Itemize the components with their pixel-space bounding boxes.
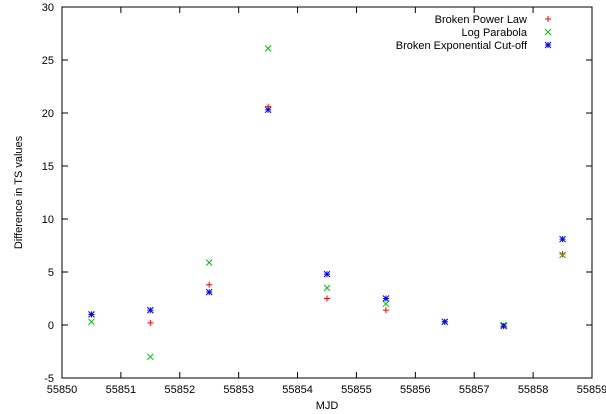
y-axis-label: Difference in TS values (13, 135, 25, 249)
data-point (382, 295, 390, 302)
data-point (206, 281, 213, 288)
data-point (441, 318, 449, 326)
data-point (264, 106, 272, 114)
data-point (146, 353, 154, 361)
legend-marker (544, 41, 552, 49)
y-tick-label: -5 (44, 373, 54, 385)
x-axis-label: MJD (316, 400, 339, 412)
legend-marker (544, 28, 552, 36)
data-point (382, 300, 390, 308)
data-point (88, 311, 95, 318)
x-tick-label: 55856 (400, 384, 431, 396)
y-tick-label: 0 (48, 320, 54, 332)
y-tick-label: 5 (48, 267, 54, 279)
legend-label: Broken Exponential Cut-off (396, 40, 528, 52)
data-points (88, 44, 566, 361)
x-tick-label: 55855 (341, 384, 372, 396)
legend-label: Broken Power Law (435, 14, 527, 26)
y-tick-label: 20 (42, 108, 54, 120)
legend-label: Log Parabola (462, 27, 528, 39)
data-point (88, 318, 95, 326)
data-point (500, 322, 508, 330)
data-point (147, 319, 154, 326)
data-point (323, 270, 331, 278)
data-point (559, 250, 566, 257)
data-point (146, 306, 154, 314)
x-tick-label: 55854 (282, 384, 313, 396)
data-point (324, 295, 330, 302)
data-point (559, 235, 566, 243)
x-tick-label: 55851 (106, 384, 137, 396)
data-point (559, 251, 566, 259)
x-tick-label: 55850 (47, 384, 78, 396)
x-tick-label: 55853 (223, 384, 254, 396)
axis-ticks: 55850 55851 55852 55853 55854 55855 55856 55857… (42, 2, 606, 396)
legend-marker (545, 16, 551, 22)
x-tick-label: 55858 (518, 384, 549, 396)
y-tick-label: 10 (42, 214, 54, 226)
data-point (205, 288, 213, 296)
plot-border (61, 6, 593, 379)
y-tick-label: 30 (42, 2, 54, 14)
x-tick-label: 55859 (577, 384, 606, 396)
data-point (264, 44, 272, 52)
data-point (205, 259, 213, 266)
x-tick-label: 55852 (164, 384, 195, 396)
data-point (382, 307, 389, 314)
x-tick-label: 55857 (459, 384, 490, 396)
y-tick-label: 25 (42, 55, 54, 67)
y-tick-label: 15 (42, 161, 54, 173)
plot-frame (61, 6, 593, 379)
data-point (323, 284, 331, 292)
